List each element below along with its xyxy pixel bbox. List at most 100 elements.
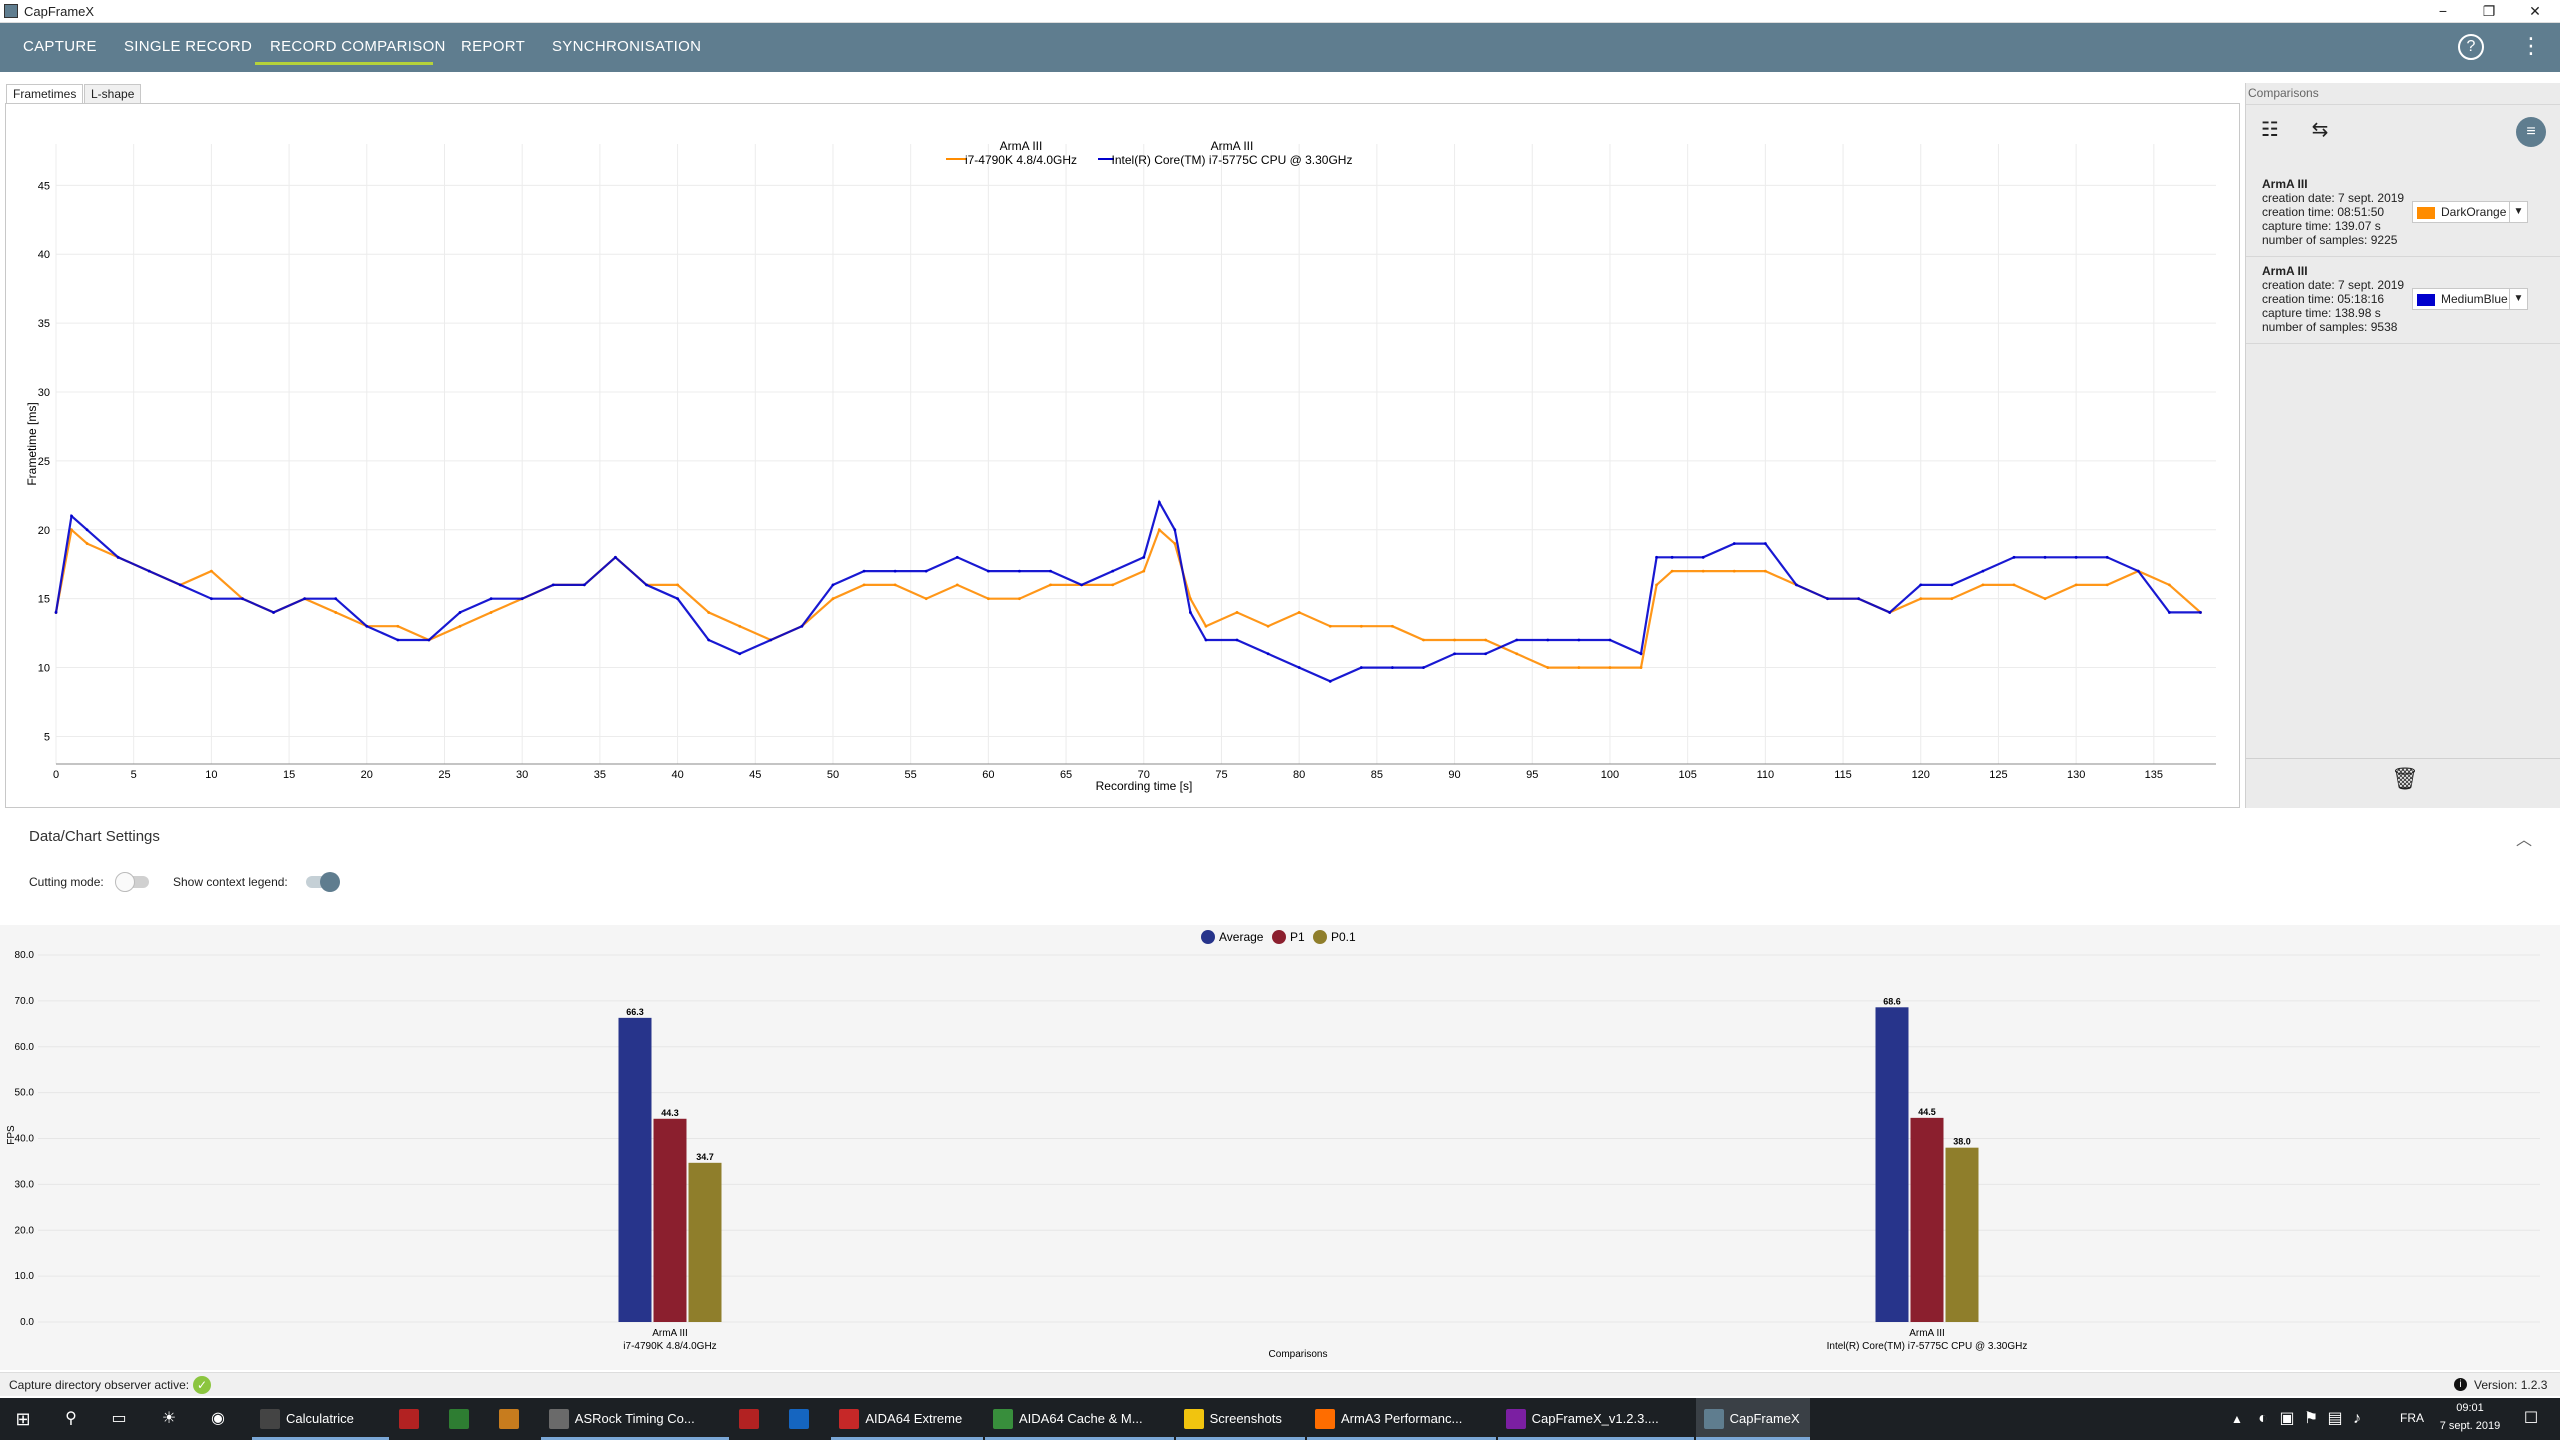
data-point [116, 555, 120, 559]
app-icon [1315, 1409, 1335, 1429]
y-tick-label: 20 [38, 525, 50, 537]
swap-icon[interactable]: ⇆ [2311, 119, 2329, 141]
data-point [458, 624, 462, 628]
app-icon [1505, 1409, 1526, 1429]
data-point [1453, 638, 1456, 642]
bar-x-axis-label: Comparisons [1269, 1349, 1328, 1360]
clock-date[interactable]: 7 sept. 2019 [2439, 1420, 2501, 1432]
menu-capture[interactable]: CAPTURE [23, 38, 97, 55]
data-point [1422, 666, 1425, 669]
context-legend-label: Show context legend: [173, 875, 288, 889]
data-point [1359, 666, 1363, 669]
data-point [2012, 555, 2016, 559]
app-pinned-icon[interactable]: ◉ [211, 1410, 225, 1427]
comparison-item[interactable]: ArmA III creation date: 7 sept. 2019 cre… [2246, 258, 2560, 344]
data-point [893, 569, 897, 573]
data-point [427, 638, 431, 642]
taskbar-app[interactable]: Screenshots [1175, 1398, 1305, 1440]
menu-single-record[interactable]: SINGLE RECORD [124, 38, 253, 55]
x-tick-label: 0 [53, 769, 59, 781]
running-indicator [1307, 1437, 1496, 1440]
data-point [1422, 638, 1425, 642]
clock-time[interactable]: 09:01 [2456, 1402, 2484, 1414]
tray-icon[interactable]: ◐ [2258, 1410, 2268, 1427]
taskbar-app[interactable]: ArmA3 Performanc... [1307, 1398, 1496, 1440]
data-point [800, 624, 804, 628]
x-tick-label: 40 [671, 769, 683, 781]
taskbar-app[interactable] [491, 1398, 539, 1440]
data-point [1018, 569, 1021, 573]
data-point [1484, 638, 1488, 642]
minimize-button[interactable]: − [2438, 3, 2448, 19]
data-point [1981, 569, 1985, 573]
legend-p1-label: P1 [1290, 930, 1305, 944]
tray-icon[interactable]: ▣ [2279, 1410, 2295, 1427]
x-axis-label: Recording time [s] [1096, 779, 1193, 793]
network-icon[interactable]: ▤ [2327, 1410, 2343, 1427]
windows-start-icon[interactable]: ⊞ [15, 1409, 31, 1429]
color-selector[interactable]: DarkOrange ▼ [2412, 201, 2528, 223]
color-name: MediumBlue [2441, 292, 2508, 306]
clear-list-icon[interactable]: ≡ [2516, 117, 2546, 147]
maximize-button[interactable]: ❐ [2482, 3, 2496, 19]
bar [688, 1162, 722, 1322]
brightness-icon[interactable]: ☀ [161, 1410, 177, 1427]
data-point [365, 624, 369, 628]
data-point [396, 624, 400, 628]
taskbar-app[interactable]: CapFrameX_v1.2.3.... [1497, 1398, 1694, 1440]
data-point [2074, 555, 2078, 559]
tab-frametimes[interactable]: Frametimes [6, 84, 84, 104]
taskbar-app[interactable]: ASRock Timing Co... [540, 1398, 730, 1440]
close-button[interactable]: ✕ [2529, 3, 2541, 19]
sort-list-icon[interactable]: ☷ [2261, 119, 2279, 141]
notification-icon[interactable]: ☐ [2523, 1410, 2539, 1427]
taskbar-app[interactable]: AIDA64 Cache & M... [985, 1398, 1174, 1440]
taskbar-app[interactable] [441, 1398, 489, 1440]
tab-l-shape[interactable]: L-shape [84, 84, 142, 104]
taskbar-app[interactable]: Calculatrice [252, 1398, 389, 1440]
cutting-mode-toggle[interactable] [115, 872, 149, 892]
more-options-icon[interactable]: ⋮ [2520, 33, 2542, 58]
tray-icon[interactable]: ▲ [2231, 1412, 2243, 1426]
data-point [1655, 555, 1658, 559]
data-point [1670, 555, 1674, 559]
bar-value-label: 68.6 [1883, 996, 1901, 1006]
context-legend-toggle[interactable] [306, 872, 340, 892]
data-point [676, 583, 679, 587]
task-view-icon[interactable]: ▭ [111, 1410, 127, 1427]
comparison-item[interactable]: ArmA III creation date: 7 sept. 2019 cre… [2246, 171, 2560, 257]
help-icon[interactable]: ? [2458, 34, 2484, 60]
comparison-capture-time: capture time: 139.07 s [2262, 219, 2381, 233]
taskbar-app[interactable]: AIDA64 Extreme [831, 1398, 983, 1440]
data-point [1453, 652, 1456, 656]
taskbar-app[interactable] [731, 1398, 779, 1440]
menu-report[interactable]: REPORT [461, 38, 526, 55]
info-icon[interactable]: i [2454, 1378, 2467, 1391]
data-point [582, 583, 586, 587]
volume-icon[interactable]: ♪ [2353, 1410, 2361, 1427]
data-point [1639, 652, 1643, 656]
data-point [1297, 666, 1301, 669]
color-selector[interactable]: MediumBlue ▼ [2412, 288, 2528, 310]
data-point [1577, 638, 1581, 642]
tray-icon[interactable]: ⚑ [2303, 1410, 2319, 1427]
delete-icon[interactable]: 🗑 [2391, 766, 2419, 791]
collapse-icon[interactable]: ︿ [2516, 832, 2533, 849]
taskbar-app-label: AIDA64 Extreme [865, 1411, 963, 1426]
chevron-down-icon[interactable]: ▼ [2509, 289, 2527, 309]
data-point [1328, 679, 1332, 683]
chevron-down-icon[interactable]: ▼ [2509, 202, 2527, 222]
bar-y-tick-label: 30.0 [15, 1179, 35, 1190]
data-point [1795, 583, 1798, 587]
taskbar-app[interactable]: CapFrameX [1695, 1398, 1811, 1440]
language-indicator[interactable]: FRA [2400, 1411, 2424, 1425]
search-icon[interactable]: ⚲ [65, 1410, 77, 1427]
taskbar-app[interactable] [391, 1398, 439, 1440]
bar-y-tick-label: 50.0 [15, 1088, 35, 1099]
taskbar-app[interactable] [781, 1398, 829, 1440]
menu-record-comparison[interactable]: RECORD COMPARISON [270, 38, 446, 55]
menu-synchronisation[interactable]: SYNCHRONISATION [552, 38, 702, 55]
bar-y-tick-label: 0.0 [20, 1317, 34, 1328]
data-point [1204, 638, 1208, 642]
comparison-samples: number of samples: 9225 [2262, 233, 2398, 247]
